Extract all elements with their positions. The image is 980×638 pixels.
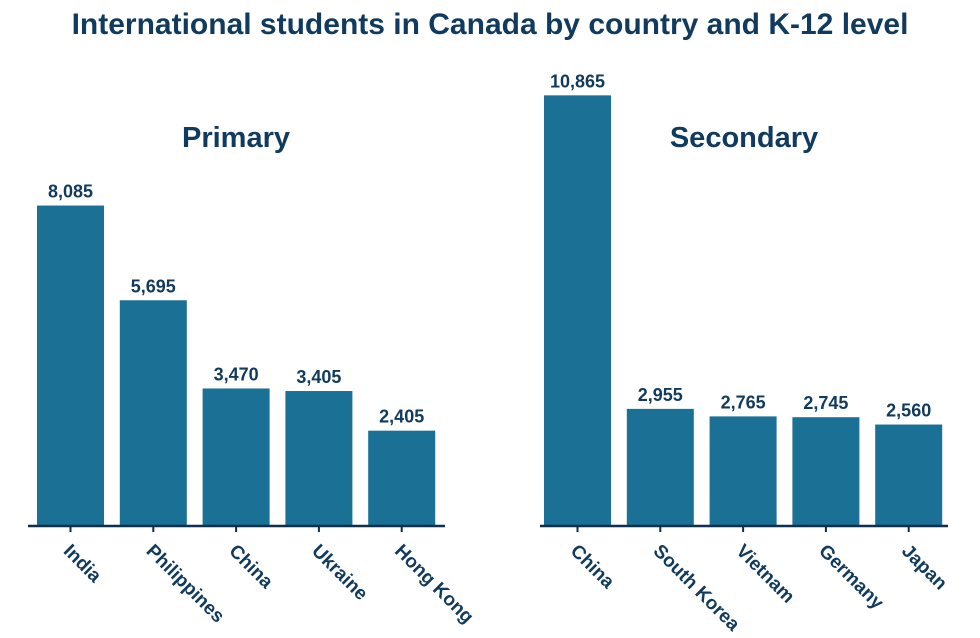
bar-china xyxy=(202,388,270,526)
category-label: Philippines xyxy=(142,541,229,628)
bar-japan xyxy=(875,424,943,526)
data-label: 2,560 xyxy=(886,401,931,421)
panel-title: Secondary xyxy=(670,122,818,154)
data-label: 2,765 xyxy=(721,392,766,412)
category-label: Ukraine xyxy=(307,541,371,605)
data-label: 8,085 xyxy=(48,182,93,202)
chart-title: International students in Canada by coun… xyxy=(71,8,909,41)
data-label: 3,470 xyxy=(214,364,259,384)
category-label: China xyxy=(225,541,277,593)
bar-germany xyxy=(792,417,860,526)
bar-south-korea xyxy=(626,408,694,526)
bar-india xyxy=(37,205,104,527)
category-label: Germany xyxy=(814,541,887,614)
category-label: Hong Kong xyxy=(390,541,477,628)
bar-vietnam xyxy=(709,416,777,526)
category-label: India xyxy=(59,541,106,588)
category-label: Vietnam xyxy=(732,541,799,608)
panel-title: Primary xyxy=(182,122,290,154)
bar-hong-kong xyxy=(368,430,436,526)
category-label: Japan xyxy=(897,541,951,595)
data-label: 3,405 xyxy=(296,367,341,387)
category-label: China xyxy=(566,541,618,593)
data-label: 5,695 xyxy=(131,276,176,296)
category-label: South Korea xyxy=(649,541,744,636)
data-label: 2,955 xyxy=(638,385,683,405)
bar-philippines xyxy=(119,300,187,526)
bar-ukraine xyxy=(285,391,353,526)
data-label: 2,745 xyxy=(803,393,848,413)
data-label: 2,405 xyxy=(379,407,424,427)
bar-china xyxy=(544,95,611,527)
data-label: 10,865 xyxy=(550,71,605,91)
